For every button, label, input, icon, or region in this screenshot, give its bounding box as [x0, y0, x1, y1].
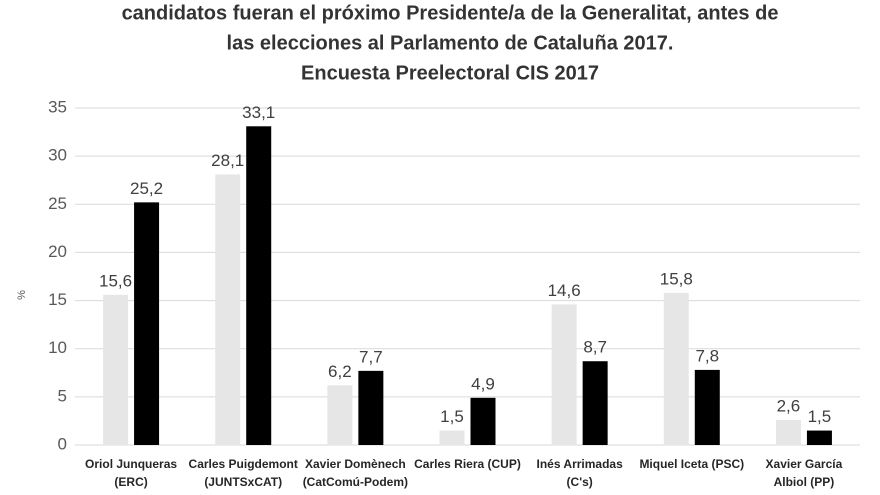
x-tick-label: Miquel Iceta (PSC) [639, 457, 744, 471]
data-label: 25,2 [130, 179, 163, 198]
bar [663, 292, 689, 445]
x-tick-label: (ERC) [114, 475, 147, 489]
x-tick-label: Oriol Junqueras [85, 457, 177, 471]
data-label: 15,8 [660, 269, 693, 288]
data-label: 4,9 [471, 374, 495, 393]
bar [215, 174, 241, 446]
data-label: 6,2 [328, 362, 352, 381]
bar [775, 419, 801, 445]
bar [439, 430, 465, 445]
bar [470, 397, 496, 445]
bar [582, 361, 608, 445]
bar [134, 202, 160, 445]
y-tick-label: 25 [48, 194, 67, 213]
chart-title: candidatos fueran el próximo Presidente/… [122, 2, 779, 24]
x-tick-label: Xavier Domènech [305, 457, 406, 471]
x-tick-label: (CatComú-Podem) [303, 475, 408, 489]
y-tick-label: 5 [58, 386, 67, 405]
bar [103, 294, 129, 445]
x-tick-label: (JUNTSxCAT) [204, 475, 282, 489]
bar [551, 304, 577, 445]
data-label: 14,6 [548, 281, 581, 300]
x-tick-label: Carles Riera (CUP) [414, 457, 521, 471]
y-axis-label: % [16, 290, 28, 300]
y-tick-label: 0 [58, 434, 67, 453]
data-label: 7,8 [695, 346, 719, 365]
y-tick-label: 20 [48, 242, 67, 261]
chart-title: las elecciones al Parlamento de Cataluña… [227, 32, 674, 54]
chart-title: Encuesta Preelectoral CIS 2017 [301, 62, 599, 84]
bar [358, 370, 384, 445]
y-tick-label: 15 [48, 290, 67, 309]
y-tick-label: 35 [48, 97, 67, 116]
x-tick-label: Xavier García [766, 457, 843, 471]
x-tick-label: Carles Puigdemont [189, 457, 298, 471]
data-label: 33,1 [242, 103, 275, 122]
data-label: 1,5 [808, 407, 832, 426]
bar [806, 430, 832, 445]
data-label: 1,5 [440, 407, 464, 426]
y-tick-label: 10 [48, 338, 67, 357]
bar [694, 369, 720, 445]
x-tick-label: Inés Arrimadas [537, 457, 624, 471]
data-label: 2,6 [777, 396, 801, 415]
bar [327, 385, 353, 445]
data-label: 15,6 [99, 271, 132, 290]
data-label: 7,7 [359, 347, 383, 366]
x-tick-label: (C's) [567, 475, 593, 489]
bar [246, 126, 272, 446]
y-tick-label: 30 [48, 146, 67, 165]
data-label: 8,7 [583, 338, 607, 357]
data-label: 28,1 [211, 151, 244, 170]
x-tick-label: Albiol (PP) [774, 475, 835, 489]
